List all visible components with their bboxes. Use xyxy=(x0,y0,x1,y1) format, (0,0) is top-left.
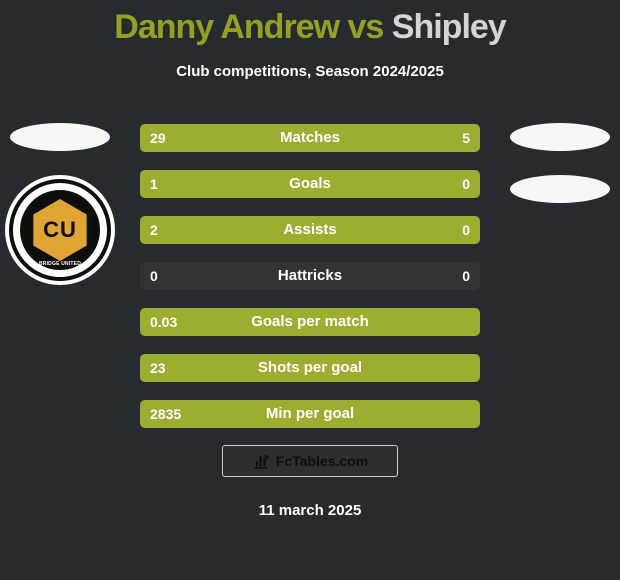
stat-label: Matches xyxy=(140,124,480,152)
player2-name: Shipley xyxy=(392,8,506,46)
stat-row: Goals per match0.03 xyxy=(140,308,480,336)
brand-badge: FcTables.com xyxy=(222,445,398,477)
stat-value-left: 0.03 xyxy=(150,308,177,336)
stats-bars: Matches295Goals10Assists20Hattricks00Goa… xyxy=(140,124,480,428)
left-logo-column: CU BRIDGE UNITED xyxy=(10,123,110,285)
club-badge-left: CU BRIDGE UNITED xyxy=(5,175,115,285)
stat-label: Shots per goal xyxy=(140,354,480,382)
stat-label: Assists xyxy=(140,216,480,244)
club-hex-icon: CU xyxy=(29,199,91,261)
player1-name: Danny Andrew xyxy=(114,8,339,46)
subtitle: Club competitions, Season 2024/2025 xyxy=(0,63,620,80)
stat-value-left: 1 xyxy=(150,170,158,198)
right-logo-column xyxy=(510,123,610,203)
stat-label: Goals per match xyxy=(140,308,480,336)
stat-value-right: 0 xyxy=(462,216,470,244)
stat-value-left: 2835 xyxy=(150,400,181,428)
stat-label: Hattricks xyxy=(140,262,480,290)
stat-value-right: 5 xyxy=(462,124,470,152)
player1-placeholder-icon xyxy=(10,123,110,151)
brand-text: FcTables.com xyxy=(276,453,368,469)
date-text: 11 march 2025 xyxy=(0,502,620,519)
stat-row: Shots per goal23 xyxy=(140,354,480,382)
player2-placeholder-icon xyxy=(510,123,610,151)
stat-value-left: 29 xyxy=(150,124,166,152)
stat-value-right: 0 xyxy=(462,262,470,290)
stat-row: Matches29 5 xyxy=(140,124,480,152)
stat-row: Goals1 0 xyxy=(140,170,480,198)
stat-value-right: 0 xyxy=(462,170,470,198)
title: Danny Andrew vs Shipley xyxy=(0,0,620,47)
club-placeholder-icon xyxy=(510,175,610,203)
stat-row: Min per goal2835 xyxy=(140,400,480,428)
stat-row: Hattricks0 0 xyxy=(140,262,480,290)
stat-label: Min per goal xyxy=(140,400,480,428)
stat-label: Goals xyxy=(140,170,480,198)
stat-row: Assists2 0 xyxy=(140,216,480,244)
club-initials: CU xyxy=(43,217,77,243)
vs-text: vs xyxy=(348,8,384,46)
club-name: BRIDGE UNITED xyxy=(39,261,81,267)
stat-value-left: 2 xyxy=(150,216,158,244)
chart-icon xyxy=(252,452,270,470)
stat-value-left: 23 xyxy=(150,354,166,382)
infographic-container: Danny Andrew vs Shipley Club competition… xyxy=(0,0,620,580)
stat-value-left: 0 xyxy=(150,262,158,290)
